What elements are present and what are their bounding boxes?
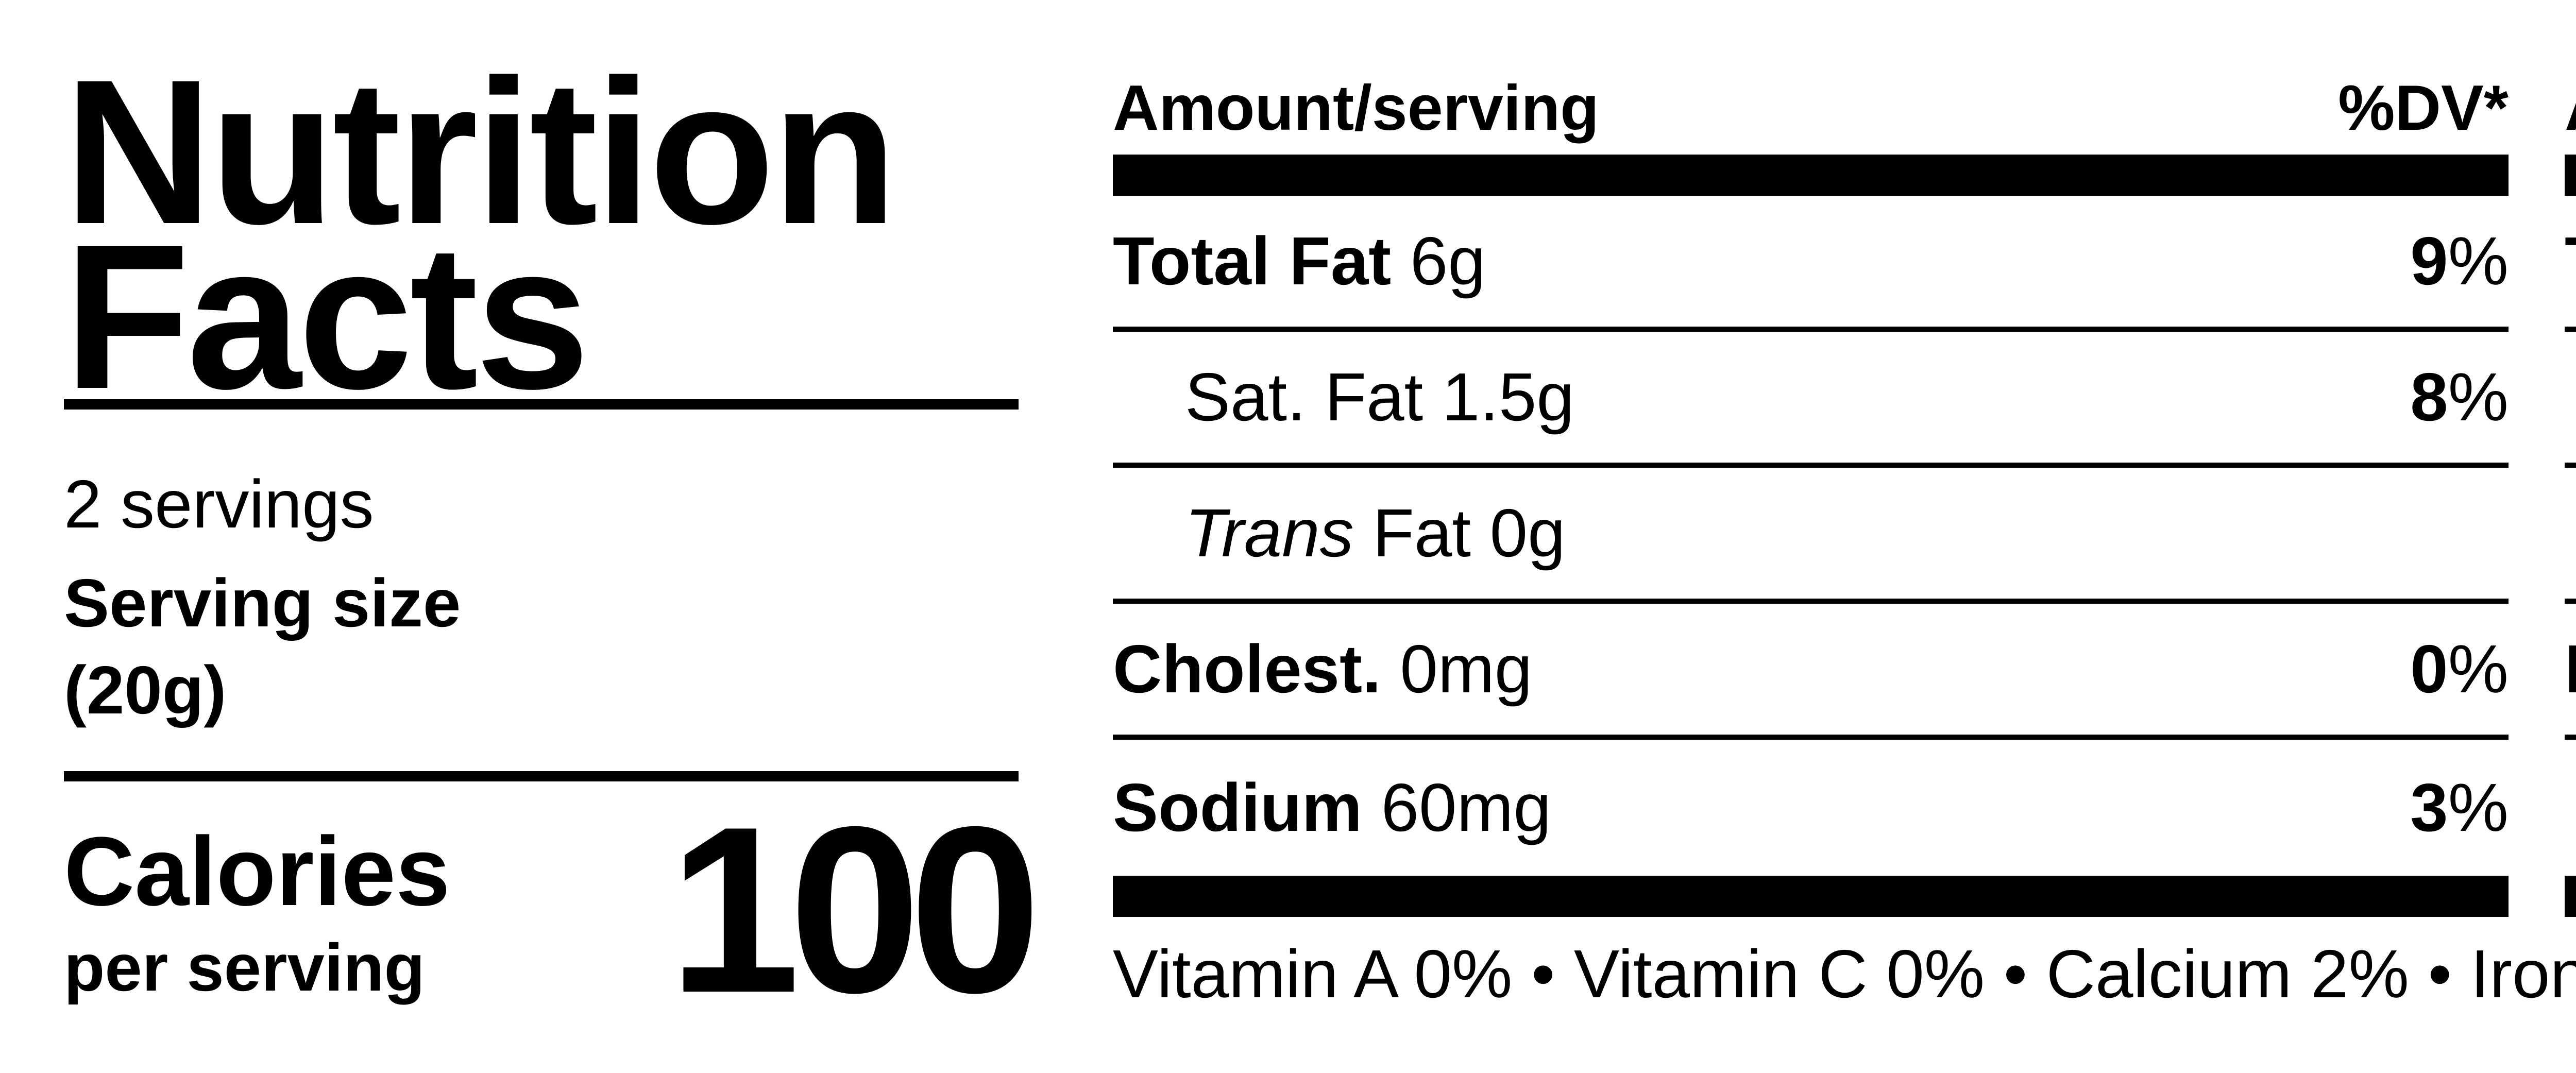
thick-bar-top [1113, 155, 2509, 196]
label-title: Nutrition Facts [64, 37, 1019, 432]
daily-value-percent: 9% [2410, 223, 2509, 299]
nutrient-name: Sat. Fat 1.5g [1185, 359, 1574, 435]
nutrient-rows: Total Carb. 9g3%Fiber 1g4% Sugars 5g Prote… [2565, 196, 2576, 876]
empty-row [2565, 740, 2576, 876]
nutrient-column-carb-protein: Amount/serving %DV* Total Carb. 9g3%Fibe… [2565, 76, 2576, 917]
amount-per-serving-header: Amount/serving [1113, 73, 1599, 144]
nutrient-row: Protein 3g6% [2565, 604, 2576, 740]
nutrient-name: Sugars 5g [2565, 499, 2576, 567]
column-header: Amount/serving %DV* [2565, 76, 2576, 155]
vitamins-minerals-line: Vitamin A 0% • Vitamin C 0% • Calcium 2%… [1113, 936, 2576, 1012]
label-title-line1: Nutrition [64, 37, 897, 267]
nutrient-name: Total Fat 6g [1113, 223, 1486, 299]
label-summary-panel: Nutrition Facts 2 servings Serving size … [64, 0, 1041, 1029]
thick-bar-top [2565, 155, 2576, 196]
serving-size: Serving size (20g) [64, 560, 1019, 734]
daily-value-percent: 8% [2410, 359, 2509, 435]
servings-count: 2 servings [64, 466, 374, 542]
nutrient-row: Sat. Fat 1.5g 8% [1113, 332, 2509, 468]
calories-label: Calories [64, 816, 450, 926]
nutrient-row: Total Carb. 9g3% [2565, 196, 2576, 332]
nutrient-row: Sodium 60mg 3% [1113, 740, 2509, 876]
nutrient-row: Total Fat 6g 9% [1113, 196, 2509, 332]
serving-size-divider [64, 771, 1019, 781]
thick-bar-bottom [1113, 876, 2509, 917]
nutrient-rows: Total Fat 6g 9% Sat. Fat 1.5g 8% Trans Fat 0… [1113, 196, 2509, 876]
calories-sublabel: per serving [64, 929, 425, 1005]
nutrient-row: Trans Fat 0g [1113, 468, 2509, 604]
nutrient-name: Sodium 60mg [1113, 770, 1551, 845]
nutrient-row: Cholest. 0mg 0% [1113, 604, 2509, 740]
nutrient-row: Fiber 1g4% [2565, 332, 2576, 468]
serving-size-label: Serving size [64, 565, 461, 641]
column-header: Amount/serving %DV* [1113, 73, 2509, 155]
title-divider [64, 399, 1019, 410]
label-title-line2: Facts [64, 201, 590, 432]
thick-bar-bottom [2565, 876, 2576, 917]
percent-dv-header: %DV* [2338, 73, 2509, 144]
nutrient-column-fat-sodium: Amount/serving %DV* Total Fat 6g 9% Sat. F… [1113, 73, 2509, 917]
nutrient-name: Total Carb. 9g [2565, 227, 2576, 295]
nutrient-row: Sugars 5g [2565, 468, 2576, 604]
nutrient-name: Cholest. 0mg [1113, 631, 1533, 707]
nutrient-name: Protein 3g [2565, 635, 2576, 703]
amount-per-serving-header: Amount/serving [2565, 76, 2576, 140]
serving-size-value: (20g) [64, 652, 227, 728]
daily-value-percent: 3% [2410, 770, 2509, 845]
daily-value-percent: 0% [2410, 631, 2509, 707]
nutrient-name: Trans Fat 0g [1185, 495, 1566, 571]
nutrient-name: Fiber 1g [2565, 363, 2576, 431]
calories-row: Calories per serving 100 [64, 791, 1041, 1029]
calories-value: 100 [668, 777, 1041, 1042]
calories-label-block: Calories per serving [64, 823, 450, 1001]
